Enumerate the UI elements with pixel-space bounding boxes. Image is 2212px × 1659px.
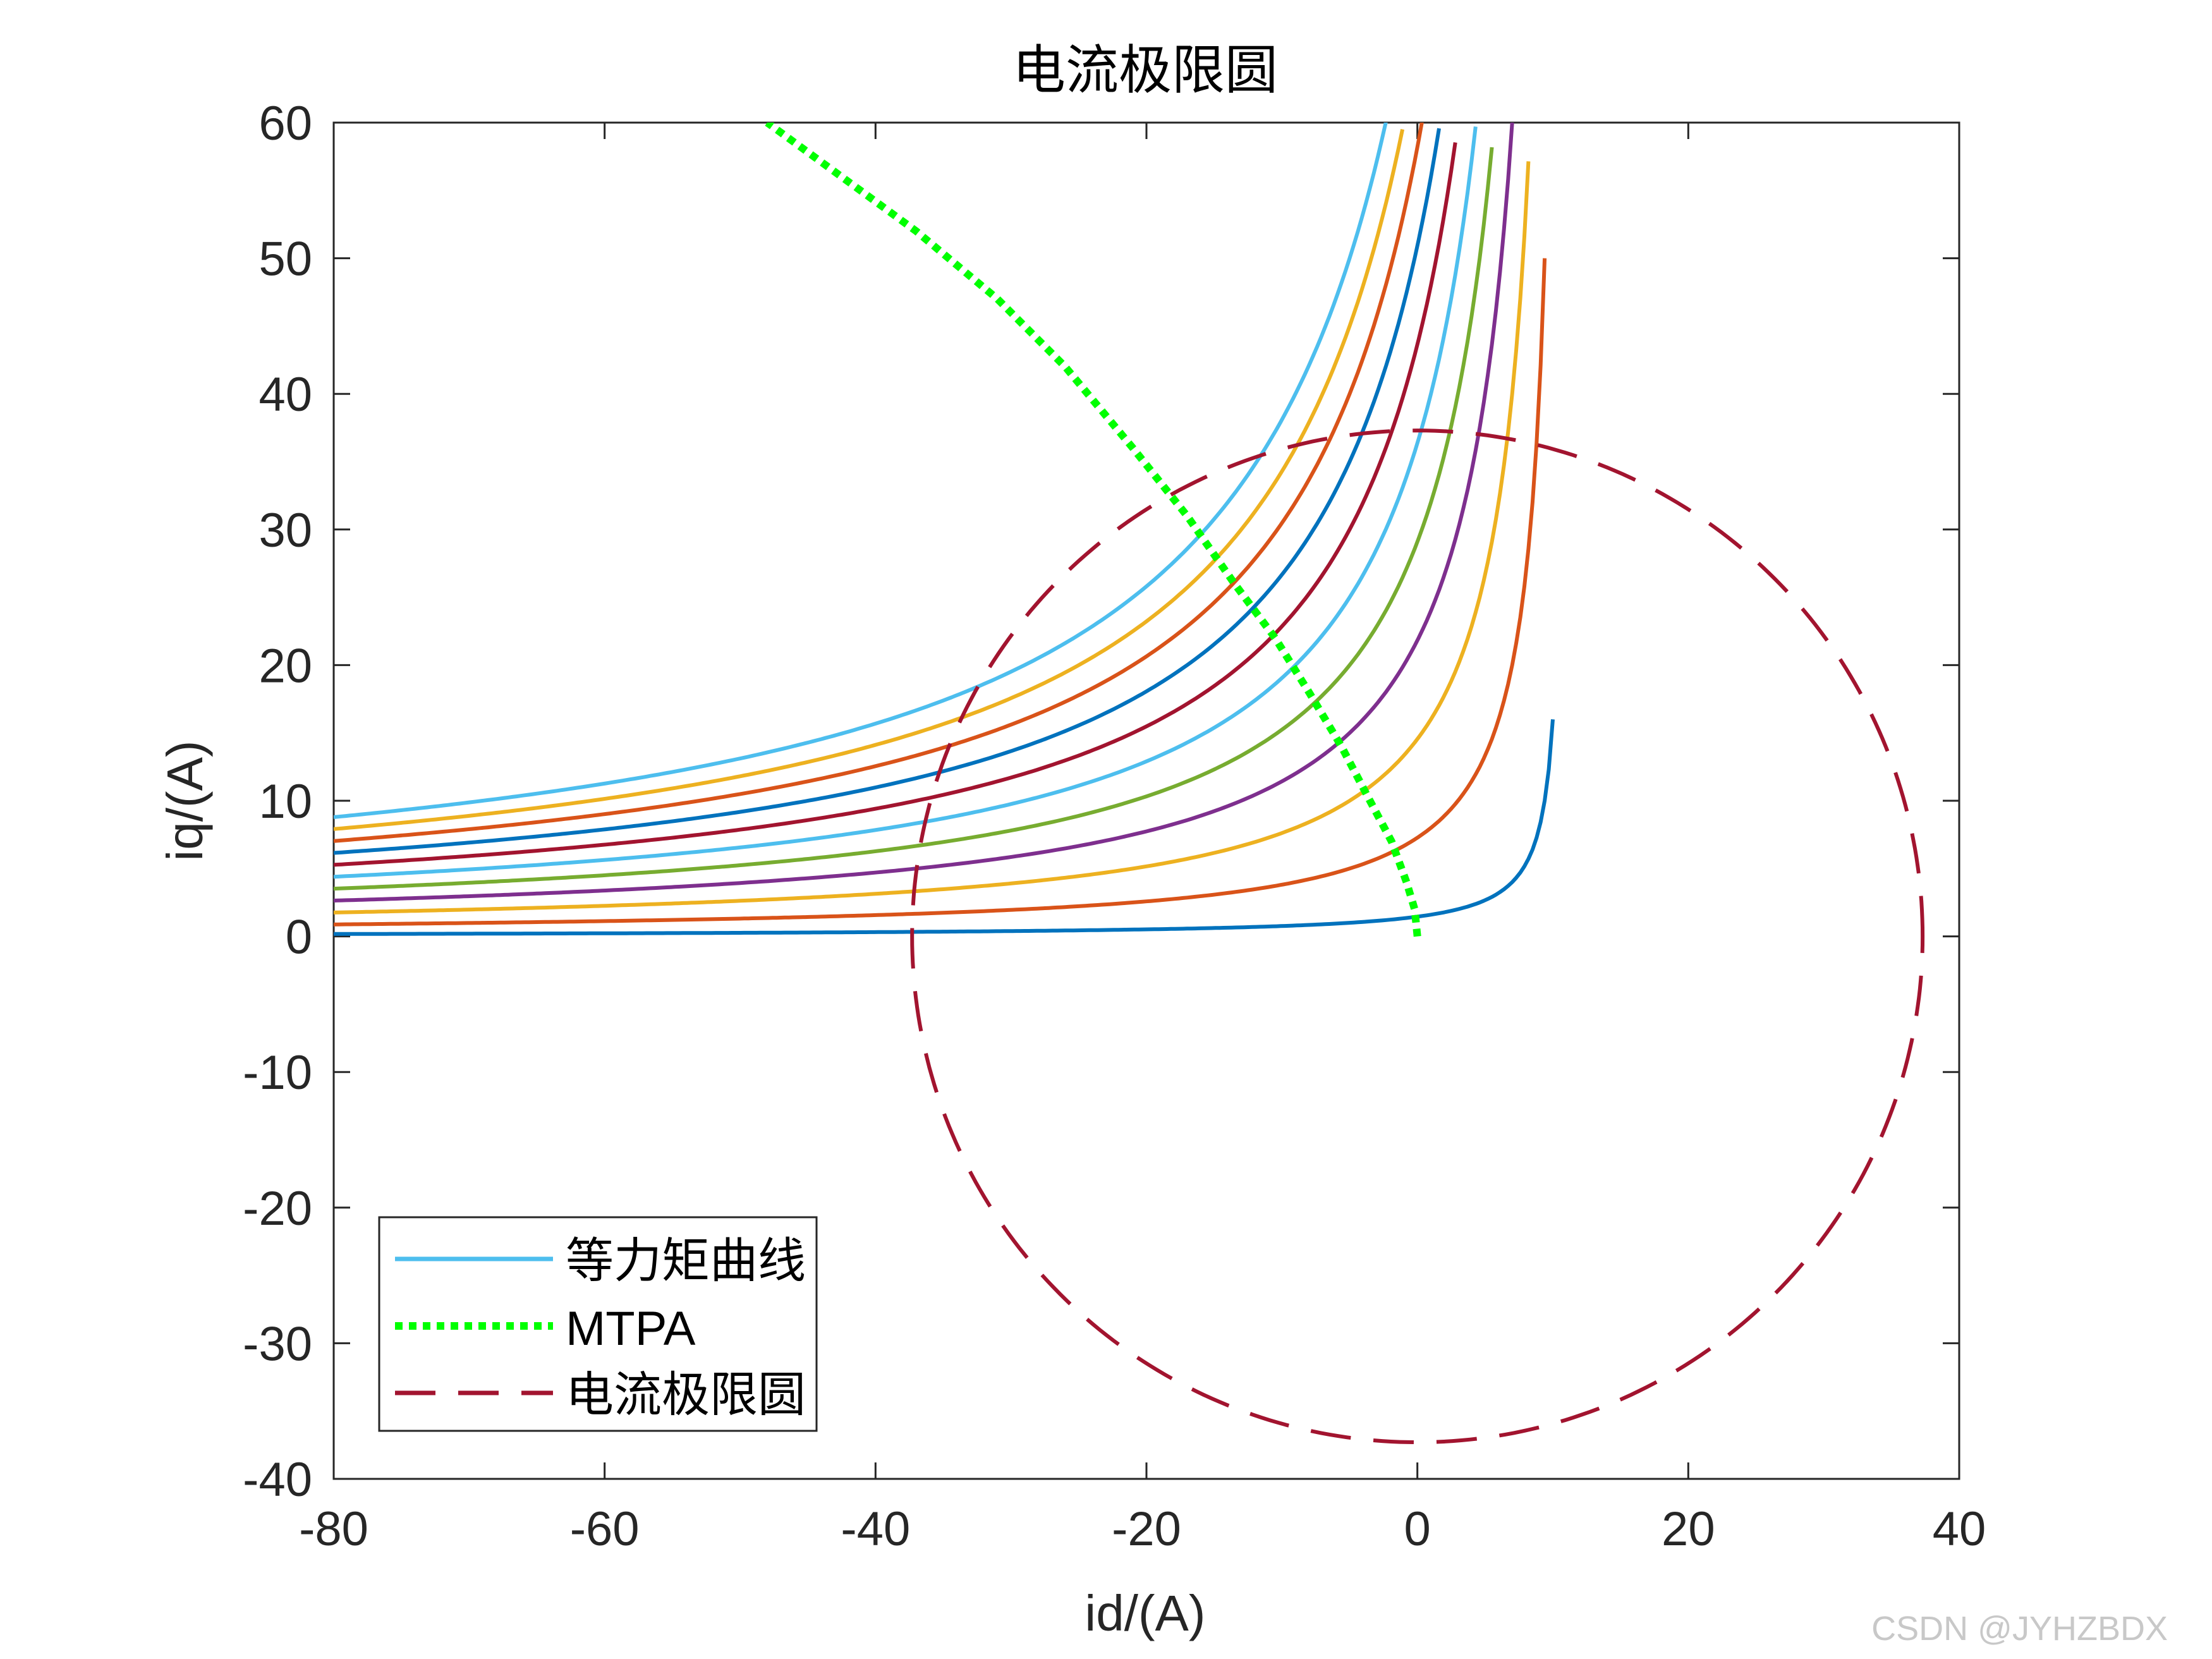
- torque-curve-10: [334, 128, 1405, 831]
- y-axis-label: iq/(A): [157, 740, 213, 861]
- x-tick-label: -60: [570, 1502, 640, 1556]
- torque-curve-1: [334, 719, 1555, 936]
- y-tick-label: 60: [258, 97, 312, 150]
- torque-curve-7: [334, 142, 1457, 867]
- y-tick-label: 30: [258, 504, 312, 557]
- torque-curve-9: [334, 123, 1424, 843]
- y-tick-label: 10: [258, 775, 312, 829]
- chart-title: 电流极限圆: [1012, 39, 1278, 101]
- legend-label-mtpa: MTPA: [566, 1302, 696, 1356]
- torque-curve-2: [334, 258, 1547, 927]
- torque-curve-11: [334, 123, 1388, 819]
- x-tick-label: -20: [1112, 1502, 1181, 1556]
- legend: 等力矩曲线 MTPA 电流极限圆: [378, 1216, 818, 1432]
- x-tick-label: -40: [841, 1502, 910, 1556]
- y-tick-label: 40: [258, 368, 312, 422]
- legend-label-circle: 电流极限圆: [566, 1366, 806, 1423]
- torque-curve-3: [334, 161, 1531, 915]
- axis-ticks: -80 -60 -40 -20 0 20 40 -40 -30 -20 -10 0 10 20 30 40 50…: [243, 97, 1986, 1556]
- x-axis-label: id/(A): [1085, 1585, 1205, 1641]
- watermark: CSDN @JYHZBDX: [1871, 1610, 2168, 1648]
- x-tick-label: -80: [299, 1502, 368, 1556]
- torque-curve-6: [334, 126, 1478, 879]
- y-tick-label: 20: [258, 639, 312, 693]
- y-tick-label: -10: [243, 1046, 312, 1100]
- current-limit-circle: [910, 428, 1925, 1445]
- y-tick-label: -30: [243, 1317, 312, 1371]
- y-tick-label: -20: [243, 1182, 312, 1236]
- torque-curve-5: [334, 147, 1494, 891]
- x-tick-label: 20: [1662, 1502, 1715, 1556]
- x-tick-label: 0: [1404, 1502, 1431, 1556]
- torque-curve-8: [334, 128, 1441, 855]
- torque-curve-4: [334, 123, 1514, 902]
- y-tick-label: 50: [258, 233, 312, 286]
- legend-label-torque: 等力矩曲线: [566, 1232, 806, 1289]
- mtpa-curve: [765, 123, 1421, 937]
- series-group: [334, 123, 1925, 1445]
- x-tick-label: 40: [1933, 1502, 1986, 1556]
- y-tick-label: 0: [286, 911, 312, 964]
- y-tick-label: -40: [243, 1453, 312, 1507]
